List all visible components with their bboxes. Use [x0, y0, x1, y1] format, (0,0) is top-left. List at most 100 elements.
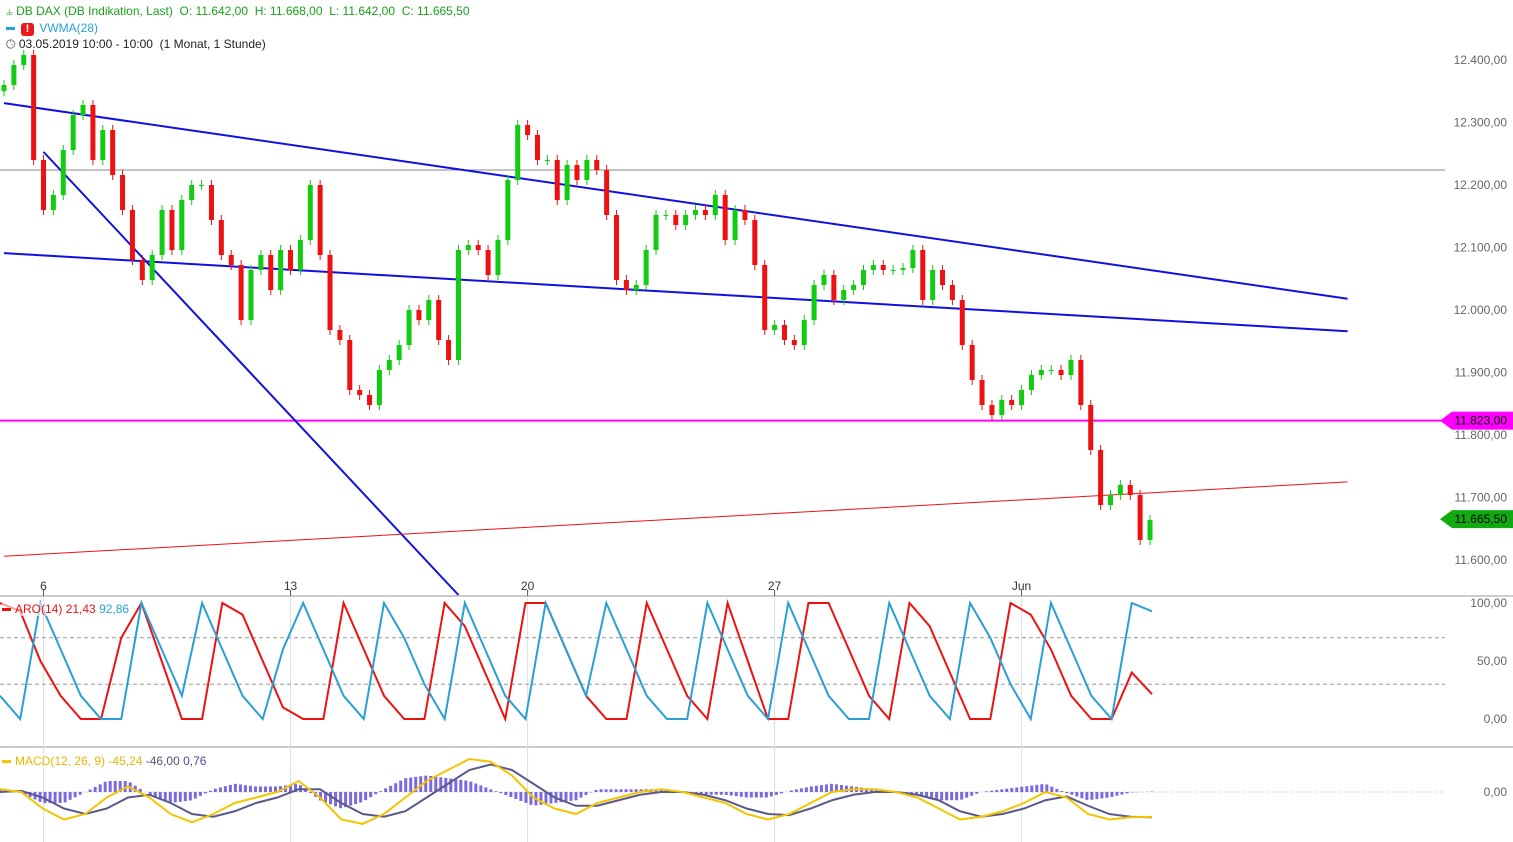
- macd-histogram-bar: [829, 783, 833, 792]
- candle: [288, 250, 293, 270]
- macd-histogram-bar: [429, 776, 433, 792]
- macd-histogram-bar: [955, 792, 959, 801]
- macd-histogram-bar: [494, 791, 498, 792]
- candle: [910, 250, 916, 269]
- macd-histogram-bar: [1025, 786, 1029, 792]
- candle: [386, 360, 392, 370]
- macd-histogram-bar: [614, 789, 618, 792]
- macd-histogram-bar: [158, 792, 162, 799]
- macd-histogram-bar: [809, 786, 813, 792]
- macd-histogram-bar: [970, 792, 974, 796]
- candle: [416, 310, 422, 320]
- macd-histogram-bar: [749, 792, 753, 798]
- macd-histogram-bar: [173, 792, 177, 803]
- macd-histogram-bar: [915, 792, 919, 795]
- macd-histogram-bar: [404, 778, 408, 792]
- candle: [307, 185, 313, 240]
- candle: [60, 150, 66, 195]
- date-range-text: 03.05.2019 10:00 - 10:00: [18, 37, 153, 51]
- candle: [1, 85, 7, 92]
- macd-histogram-bar: [103, 781, 107, 792]
- macd-histogram-bar: [228, 784, 232, 792]
- candle: [1088, 405, 1094, 450]
- aroon-up-value: 92,86: [99, 602, 130, 616]
- macd-histogram-bar: [779, 792, 783, 794]
- candle: [129, 210, 135, 260]
- macd-histogram-bar: [188, 792, 192, 801]
- macd-histogram-bar: [799, 788, 803, 792]
- macd-histogram-bar: [449, 778, 453, 792]
- candle: [989, 405, 995, 415]
- macd-histogram-bar: [369, 792, 373, 798]
- instrument-header: ⫨ DB DAX (DB Indikation, Last) O: 11.642…: [6, 4, 470, 19]
- candle: [1117, 485, 1123, 495]
- macd-histogram-bar: [920, 792, 924, 796]
- trendline: [3, 481, 1348, 557]
- candle: [208, 185, 214, 220]
- macd-histogram-bar: [278, 786, 282, 792]
- macd-histogram-bar: [824, 784, 828, 792]
- macd-line: [0, 757, 1153, 825]
- indicator-vwma[interactable]: VWMA(28): [39, 21, 99, 35]
- macd-histogram-bar: [203, 792, 207, 794]
- candle: [880, 265, 886, 270]
- macd-histogram-bar: [870, 788, 874, 792]
- macd-histogram-bar: [414, 776, 418, 792]
- macd-histogram-bar: [489, 789, 493, 792]
- candle: [475, 245, 481, 250]
- macd-histogram-bar: [183, 792, 187, 802]
- y-tick-label: 12.100,00: [1454, 241, 1508, 255]
- macd-label: MACD(12, 26, 9): [15, 754, 106, 768]
- macd-histogram-bar: [223, 786, 227, 792]
- macd-histogram-bar: [434, 776, 438, 792]
- macd-histogram-bar: [539, 792, 543, 805]
- macd-histogram-bar: [579, 792, 583, 798]
- bars-icon: ⫨: [6, 4, 13, 18]
- macd-histogram-bar: [945, 792, 949, 801]
- trendline: [42, 151, 460, 596]
- macd-histogram-bar: [309, 792, 313, 793]
- date-range: 🕓︎ 03.05.2019 10:00 - 10:00 (1 Monat, 1 …: [6, 37, 266, 52]
- y-tick-label: 12.400,00: [1454, 53, 1508, 67]
- macd-histogram-bar: [1010, 788, 1014, 792]
- candle: [515, 125, 521, 180]
- trendline: [3, 252, 1348, 333]
- macd-histogram-bar: [719, 792, 723, 795]
- macd-histogram-bar: [1100, 792, 1104, 799]
- candle: [900, 268, 906, 270]
- macd-histogram-bar: [774, 792, 778, 795]
- candle: [110, 130, 116, 175]
- x-tick-label: Jun: [1012, 579, 1031, 593]
- candle: [930, 270, 936, 300]
- macd-histogram-bar: [268, 786, 272, 792]
- alert-icon[interactable]: !: [21, 23, 34, 36]
- candle: [564, 165, 570, 200]
- indicator-legend[interactable]: ! VWMA(28): [6, 21, 98, 36]
- macd-histogram-bar: [93, 786, 97, 792]
- macd-histogram-bar: [73, 792, 77, 798]
- y-tick-label: 11.800,00: [1455, 428, 1508, 442]
- macd-histogram-bar: [0, 789, 2, 792]
- candle: [120, 175, 126, 210]
- macd-histogram-bar: [364, 792, 368, 801]
- macd-histogram-bar: [569, 792, 573, 801]
- candle: [297, 240, 303, 270]
- macd-histogram-bar: [509, 792, 513, 798]
- macd-histogram-bar: [163, 792, 167, 801]
- candle: [179, 200, 185, 250]
- aroon-legend[interactable]: ARO(14) 21,43 92,86: [2, 602, 130, 616]
- macd-histogram-bar: [950, 792, 954, 801]
- candle: [505, 180, 511, 240]
- macd-histogram-bar: [469, 781, 473, 792]
- macd-histogram-bar: [704, 792, 708, 795]
- macd-histogram-bar: [714, 792, 718, 795]
- candle: [1127, 485, 1133, 495]
- price-marker: [1440, 411, 1513, 430]
- candle: [485, 250, 491, 275]
- macd-histogram-bar: [990, 790, 994, 792]
- macd-legend[interactable]: MACD(12, 26, 9) -45,24 -46,00 0,76: [2, 754, 207, 768]
- macd-histogram-bar: [544, 792, 548, 805]
- macd-histogram-bar: [178, 792, 182, 802]
- macd-histogram-bar: [113, 781, 117, 792]
